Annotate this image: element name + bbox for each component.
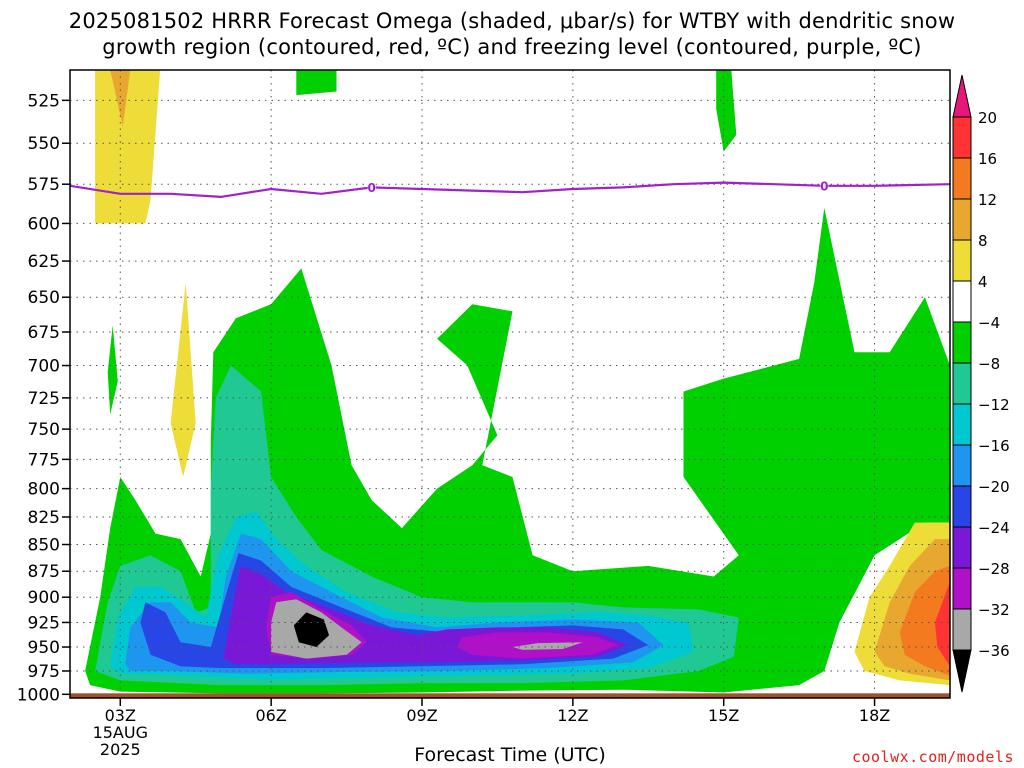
colorbar-band-0 — [952, 116, 972, 159]
colorbar-band-3 — [952, 239, 972, 282]
colorbar-band-11 — [952, 567, 972, 610]
colorbar-label-9: −20 — [978, 478, 1010, 496]
freezing-level-line — [70, 181, 950, 199]
colorbar-band-4 — [952, 280, 972, 323]
xtick-label-18Z: 18Z — [859, 706, 890, 725]
colorbar-label-5: −4 — [978, 314, 1000, 332]
omega-region-10 — [934, 581, 950, 667]
colorbar-band-2 — [952, 198, 972, 241]
ytick-label-675: 675 — [28, 323, 60, 343]
colorbar-label-3: 8 — [978, 232, 988, 250]
colorbar-band-6 — [952, 362, 972, 405]
ytick-label-975: 975 — [28, 662, 60, 682]
chart-title: 2025081502 HRRR Forecast Omega (shaded, … — [0, 8, 1024, 60]
colorbar-band-12 — [952, 608, 972, 651]
ytick-label-925: 925 — [28, 613, 60, 633]
ytick-label-775: 775 — [28, 450, 60, 470]
omega-region-0 — [95, 70, 161, 698]
colorbar-top-cap — [952, 74, 972, 118]
ytick-label-850: 850 — [28, 536, 60, 556]
freezing-level-label-0: 0 — [368, 181, 376, 195]
xtick-date-label: 15AUG — [93, 723, 148, 742]
colorbar-label-13: −36 — [978, 642, 1010, 660]
freezing-label-bg-1 — [820, 179, 829, 192]
ytick-label-525: 525 — [28, 91, 60, 111]
ytick-label-825: 825 — [28, 508, 60, 528]
ytick-label-1000: 1000 — [17, 685, 60, 705]
colorbar-band-8 — [952, 444, 972, 487]
ytick-label-625: 625 — [28, 252, 60, 272]
colorbar-label-12: −32 — [978, 601, 1010, 619]
ytick-label-750: 750 — [28, 420, 60, 440]
plot-frame — [69, 69, 951, 699]
colorbar-band-7 — [952, 403, 972, 446]
grid-lines — [70, 70, 950, 698]
ytick-label-550: 550 — [28, 134, 60, 154]
colorbar-label-2: 12 — [978, 191, 997, 209]
colorbar-label-4: 4 — [978, 273, 988, 291]
colorbar-band-9 — [952, 485, 972, 528]
xtick-label-15Z: 15Z — [708, 706, 739, 725]
ytick-label-900: 900 — [28, 588, 60, 608]
ytick-label-575: 575 — [28, 175, 60, 195]
ytick-label-800: 800 — [28, 480, 60, 500]
ytick-label-875: 875 — [28, 562, 60, 582]
colorbar-band-5 — [952, 321, 972, 364]
xtick-year-label: 2025 — [100, 740, 141, 759]
omega-region-3 — [107, 325, 118, 415]
ytick-label-725: 725 — [28, 389, 60, 409]
ytick-label-650: 650 — [28, 288, 60, 308]
y-axis-ticks: 525 550 575 600 625 650 675 700 725 750 775 800 825 8… — [17, 91, 70, 705]
colorbar-bottom-cap — [952, 649, 972, 693]
omega-region-4 — [296, 70, 337, 96]
omega-colorbar: 20 16 12 8 4 −4 −8 −12 −16 −20 −24 −28 −32 −36 — [952, 74, 1010, 693]
plot-border — [69, 69, 951, 699]
ground-surface — [70, 693, 950, 698]
omega-region-9 — [899, 565, 950, 676]
freezing-level-label-1: 0 — [820, 179, 828, 193]
xtick-label-09Z: 09Z — [406, 706, 437, 725]
xtick-label-12Z: 12Z — [557, 706, 588, 725]
colorbar-label-10: −24 — [978, 519, 1010, 537]
xtick-label-03Z: 03Z — [105, 706, 136, 725]
omega-region-2 — [170, 282, 196, 477]
colorbar-label-1: 16 — [978, 150, 997, 168]
ytick-label-600: 600 — [28, 214, 60, 234]
colorbar-label-11: −28 — [978, 560, 1010, 578]
xtick-label-06Z: 06Z — [255, 706, 286, 725]
ytick-label-950: 950 — [28, 638, 60, 658]
title-line-1: 2025081502 HRRR Forecast Omega (shaded, … — [68, 9, 956, 33]
colorbar-band-1 — [952, 157, 972, 200]
omega-region-5 — [716, 70, 737, 152]
colorbar-label-6: −8 — [978, 355, 1000, 373]
ground-band — [70, 693, 950, 698]
source-credit: coolwx.com/models — [851, 748, 1014, 766]
colorbar-label-8: −16 — [978, 437, 1010, 455]
ytick-label-700: 700 — [28, 357, 60, 377]
colorbar-label-0: 20 — [978, 109, 997, 127]
omega-shaded-regions — [85, 70, 950, 698]
x-axis-label: Forecast Time (UTC) — [414, 744, 606, 766]
colorbar-label-7: −12 — [978, 396, 1010, 414]
colorbar-band-10 — [952, 526, 972, 569]
freezing-label-bg-0 — [367, 181, 376, 194]
omega-region-1 — [110, 70, 131, 127]
omega-region-19 — [512, 642, 583, 650]
title-line-2: growth region (contoured, red, ºC) and f… — [102, 35, 922, 59]
omega-region-20 — [293, 612, 329, 647]
